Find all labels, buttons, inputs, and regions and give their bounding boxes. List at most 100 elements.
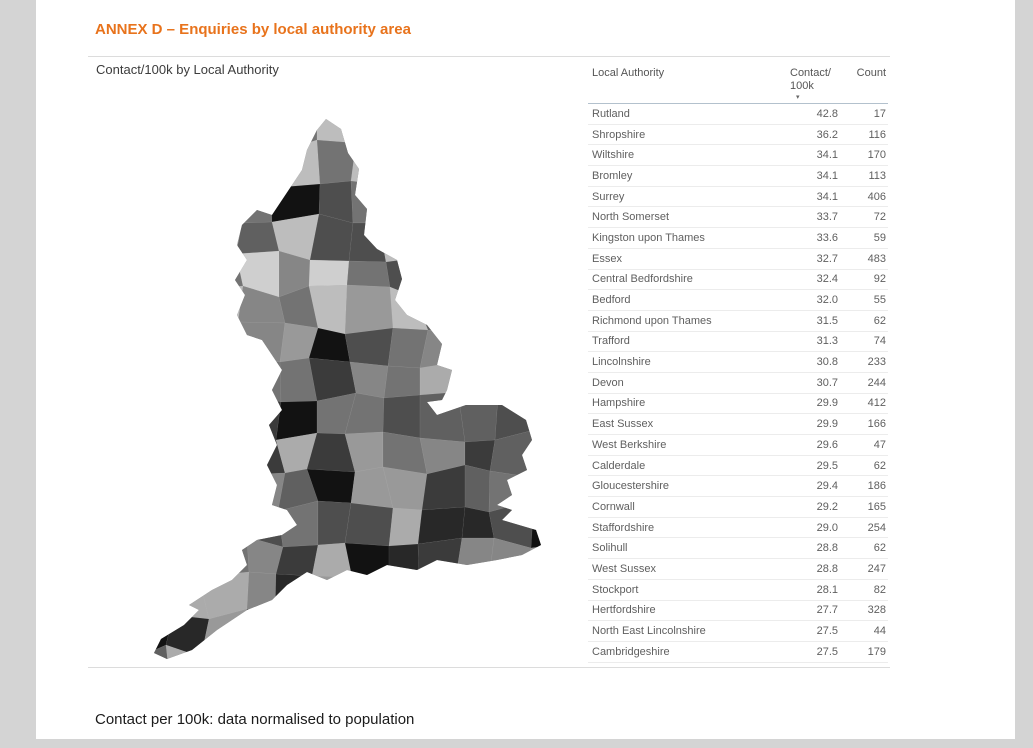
- cell-authority: Solihull: [592, 542, 628, 555]
- cell-count: 170: [867, 149, 886, 162]
- cell-contact-per-100k: 42.8: [816, 107, 838, 120]
- cell-authority: Cornwall: [592, 500, 635, 513]
- table-row: Rutland 42.8 17: [588, 104, 888, 125]
- table-row: Stockport 28.1 82: [588, 580, 888, 601]
- cell-count: 244: [867, 376, 886, 389]
- table-row: West Sussex 28.8 247: [588, 559, 888, 580]
- cell-contact-per-100k: 33.6: [816, 231, 838, 244]
- cell-contact-per-100k: 29.2: [816, 500, 838, 513]
- cell-contact-per-100k: 29.4: [816, 480, 838, 493]
- cell-contact-per-100k: 29.0: [816, 521, 838, 534]
- cell-count: 247: [867, 562, 886, 575]
- cell-authority: Devon: [592, 376, 624, 389]
- cell-count: 179: [867, 645, 886, 658]
- col-header-count: Count: [856, 67, 886, 79]
- table-row: Devon 30.7 244: [588, 373, 888, 394]
- cell-contact-per-100k: 27.7: [816, 604, 838, 617]
- cell-contact-per-100k: 32.0: [816, 294, 838, 307]
- cell-contact-per-100k: 34.1: [816, 190, 838, 203]
- table-row: Kingston upon Thames 33.6 59: [588, 228, 888, 249]
- cell-count: 62: [873, 314, 886, 327]
- cell-count: 59: [873, 231, 886, 244]
- cell-authority: Trafford: [592, 335, 630, 348]
- table-row: Trafford 31.3 74: [588, 332, 888, 353]
- cell-contact-per-100k: 28.8: [816, 542, 838, 555]
- cell-contact-per-100k: 31.3: [816, 335, 838, 348]
- cell-count: 166: [867, 418, 886, 431]
- table-row: Gloucestershire 29.4 186: [588, 476, 888, 498]
- cell-count: 55: [873, 294, 886, 307]
- table-row: Bromley 34.1 113: [588, 166, 888, 187]
- cell-contact-per-100k: 33.7: [816, 211, 838, 224]
- cell-authority: Hertfordshire: [592, 604, 656, 617]
- cell-count: 92: [873, 273, 886, 286]
- cell-contact-per-100k: 34.1: [816, 169, 838, 182]
- cell-contact-per-100k: 32.7: [816, 252, 838, 265]
- cell-contact-per-100k: 27.5: [816, 625, 838, 638]
- cell-contact-per-100k: 29.9: [816, 397, 838, 410]
- table-row: Hampshire 29.9 412: [588, 394, 888, 415]
- cell-authority: Gloucestershire: [592, 480, 670, 493]
- cell-authority: East Sussex: [592, 418, 654, 431]
- cell-count: 328: [867, 604, 886, 617]
- cell-contact-per-100k: 34.1: [816, 149, 838, 162]
- cell-count: 116: [868, 128, 886, 141]
- table-row: Solihull 28.8 62: [588, 538, 888, 560]
- table-row: Shropshire 36.2 116: [588, 125, 888, 146]
- cell-count: 186: [867, 480, 886, 493]
- table-row: North Somerset 33.7 72: [588, 207, 888, 229]
- cell-count: 406: [867, 190, 886, 203]
- results-table: Local Authority Contact/ 100k ▾ Count Ru…: [588, 57, 888, 669]
- cell-contact-per-100k: 30.7: [816, 376, 838, 389]
- table-row: Central Bedfordshire 32.4 92: [588, 270, 888, 291]
- table-row: East Sussex 29.9 166: [588, 414, 888, 435]
- cell-count: 165: [867, 500, 886, 513]
- cell-authority: Calderdale: [592, 459, 646, 472]
- cell-authority: West Berkshire: [592, 438, 667, 451]
- cell-authority: Surrey: [592, 190, 625, 203]
- cell-authority: Shropshire: [592, 128, 646, 141]
- cell-count: 254: [867, 521, 886, 534]
- table-row: Surrey 34.1 406: [588, 187, 888, 208]
- visual-title: Contact/100k by Local Authority: [96, 62, 279, 77]
- table-row: Hertfordshire 27.7 328: [588, 601, 888, 622]
- cell-contact-per-100k: 30.8: [816, 356, 838, 369]
- cell-authority: Lincolnshire: [592, 356, 651, 369]
- table-row: Cornwall 29.2 165: [588, 497, 888, 518]
- cell-count: 72: [873, 211, 886, 224]
- table-row: North East Lincolnshire 27.5 44: [588, 621, 888, 642]
- cell-contact-per-100k: 31.5: [816, 314, 838, 327]
- cell-contact-per-100k: 29.5: [816, 459, 838, 472]
- report-visual: Contact/100k by Local Authority Local Au…: [88, 56, 890, 668]
- col-header-local-authority: Local Authority: [592, 67, 665, 79]
- table-row: Calderdale 29.5 62: [588, 456, 888, 477]
- cell-authority: Bromley: [592, 169, 633, 182]
- cell-authority: Rutland: [592, 107, 630, 120]
- cell-authority: North Somerset: [592, 211, 670, 224]
- cell-count: 233: [867, 356, 886, 369]
- cell-authority: West Sussex: [592, 562, 656, 575]
- table-row: Staffordshire 29.0 254: [588, 518, 888, 539]
- table-row: Lincolnshire 30.8 233: [588, 352, 888, 373]
- england-choropleth-map: [154, 119, 541, 659]
- cell-contact-per-100k: 28.8: [816, 562, 838, 575]
- cell-count: 62: [873, 459, 886, 472]
- cell-contact-per-100k: 29.9: [816, 418, 838, 431]
- cell-count: 17: [873, 107, 886, 120]
- cell-count: 82: [873, 583, 886, 596]
- table-header: Local Authority Contact/ 100k ▾ Count: [588, 57, 888, 104]
- cell-contact-per-100k: 29.6: [816, 438, 838, 451]
- cell-authority: Staffordshire: [592, 521, 655, 534]
- cell-count: 47: [873, 438, 886, 451]
- table-row: Cambridgeshire 27.5 179: [588, 642, 888, 663]
- cell-contact-per-100k: 28.1: [816, 583, 838, 596]
- cell-count: 44: [873, 625, 886, 638]
- table-body: Rutland 42.8 17 Shropshire 36.2 116 Wilt…: [588, 104, 888, 663]
- caption-text: Contact per 100k: data normalised to pop…: [95, 711, 415, 728]
- cell-contact-per-100k: 32.4: [816, 273, 838, 286]
- cell-authority: Bedford: [592, 294, 631, 307]
- cell-contact-per-100k: 36.2: [816, 128, 838, 141]
- col-header-contact-per-100k: Contact/ 100k ▾: [770, 67, 838, 101]
- cell-count: 74: [873, 335, 886, 348]
